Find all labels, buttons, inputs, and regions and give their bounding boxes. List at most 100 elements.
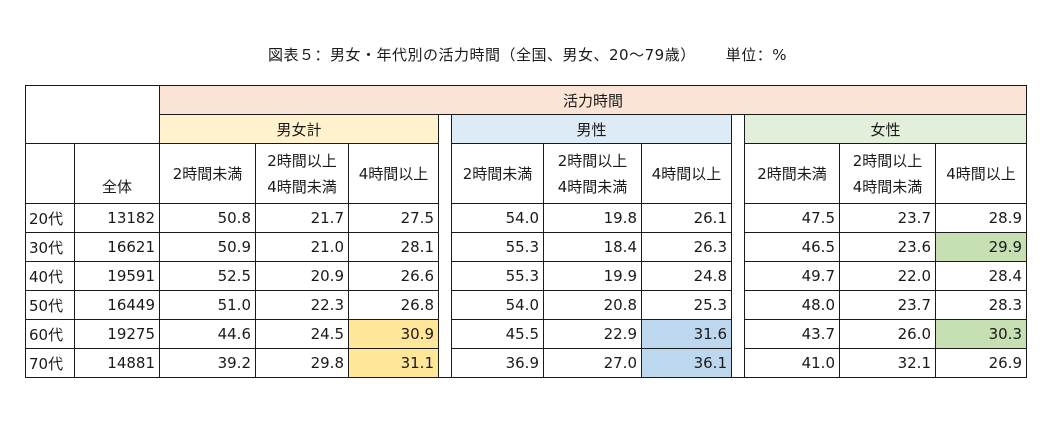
female-2to4-cell: 23.7	[839, 290, 936, 320]
all-2to4-cell: 24.5	[255, 319, 349, 349]
male-under2-cell: 55.3	[451, 261, 544, 291]
male-under2-cell: 45.5	[451, 319, 544, 349]
gap-cell	[731, 319, 745, 349]
male-over4-cell: 26.1	[641, 203, 732, 233]
all-under2-cell: 44.6	[159, 319, 256, 349]
all-under2-cell: 50.8	[159, 203, 256, 233]
all-2to4-cell: 21.0	[255, 232, 349, 262]
all-over4-cell: 26.6	[348, 261, 439, 291]
female-under2-cell: 41.0	[744, 348, 840, 378]
all-under2-cell: 52.5	[159, 261, 256, 291]
unit-label: 単位：%	[725, 46, 787, 64]
gap-cell	[731, 290, 745, 320]
age-cell: 30代	[25, 232, 75, 262]
all-over4-cell: 26.8	[348, 290, 439, 320]
all-2to4-cell: 21.7	[255, 203, 349, 233]
page-title: 図表５：男女・年代別の活力時間（全国、男女、20～79歳） 単位：%	[0, 44, 1055, 65]
gap-cell	[438, 290, 452, 320]
table-row: 60代 19275 44.6 24.5 30.9 45.5 22.9 31.6 …	[25, 319, 1027, 349]
corner-cell	[25, 85, 160, 144]
total-cell: 16449	[74, 290, 160, 320]
male-2to4-cell: 27.0	[543, 348, 642, 378]
col-header-2to4-line2: 4時間未満	[557, 177, 628, 196]
total-cell: 19275	[74, 319, 160, 349]
gap-cell	[438, 261, 452, 291]
all-2to4-cell: 29.8	[255, 348, 349, 378]
col-header-2to4-line2: 4時間未満	[852, 177, 923, 196]
gap-cell	[438, 348, 452, 378]
male-over4-cell-highlighted: 31.6	[641, 319, 732, 349]
all-2to4-cell: 20.9	[255, 261, 349, 291]
female-2to4-cell: 22.0	[839, 261, 936, 291]
col-header-2to4: 2時間以上 4時間未満	[839, 143, 936, 204]
male-over4-cell-highlighted: 36.1	[641, 348, 732, 378]
gap-cell	[731, 203, 745, 233]
col-header-2to4-line1: 2時間以上	[557, 151, 628, 170]
female-under2-cell: 48.0	[744, 290, 840, 320]
age-cell: 70代	[25, 348, 75, 378]
zentai-header: 全体	[74, 143, 160, 204]
table-row: 20代 13182 50.8 21.7 27.5 54.0 19.8 26.1 …	[25, 203, 1027, 233]
all-over4-cell: 28.1	[348, 232, 439, 262]
female-over4-cell: 26.9	[935, 348, 1027, 378]
gap-cell	[438, 114, 452, 144]
female-over4-cell: 28.4	[935, 261, 1027, 291]
male-under2-cell: 54.0	[451, 203, 544, 233]
age-cell: 20代	[25, 203, 75, 233]
gap-cell	[438, 143, 452, 204]
female-over4-cell: 28.9	[935, 203, 1027, 233]
age-cell: 50代	[25, 290, 75, 320]
col-header-over4: 4時間以上	[935, 143, 1027, 204]
header-row-activity: 活力時間	[25, 85, 1027, 144]
male-2to4-cell: 22.9	[543, 319, 642, 349]
male-2to4-cell: 18.4	[543, 232, 642, 262]
col-header-under2: 2時間未満	[744, 143, 840, 204]
gap-cell	[438, 203, 452, 233]
total-cell: 16621	[74, 232, 160, 262]
male-over4-cell: 26.3	[641, 232, 732, 262]
male-2to4-cell: 20.8	[543, 290, 642, 320]
female-2to4-cell: 23.6	[839, 232, 936, 262]
gap-cell	[731, 232, 745, 262]
col-header-2to4: 2時間以上 4時間未満	[255, 143, 349, 204]
table-row: 30代 16621 50.9 21.0 28.1 55.3 18.4 26.3 …	[25, 232, 1027, 262]
female-under2-cell: 47.5	[744, 203, 840, 233]
all-over4-cell-highlighted: 30.9	[348, 319, 439, 349]
female-2to4-cell: 23.7	[839, 203, 936, 233]
gap-cell	[438, 232, 452, 262]
female-2to4-cell: 26.0	[839, 319, 936, 349]
col-header-2to4-line1: 2時間以上	[852, 151, 923, 170]
female-under2-cell: 43.7	[744, 319, 840, 349]
all-over4-cell: 27.5	[348, 203, 439, 233]
activity-header: 活力時間	[159, 85, 1027, 115]
col-header-2to4: 2時間以上 4時間未満	[543, 143, 642, 204]
all-under2-cell: 51.0	[159, 290, 256, 320]
col-header-under2: 2時間未満	[451, 143, 544, 204]
male-under2-cell: 54.0	[451, 290, 544, 320]
all-over4-cell-highlighted: 31.1	[348, 348, 439, 378]
table-row: 40代 19591 52.5 20.9 26.6 55.3 19.9 24.8 …	[25, 261, 1027, 291]
col-header-2to4-line2: 4時間未満	[267, 177, 337, 196]
col-header-over4: 4時間以上	[641, 143, 732, 204]
age-cell: 60代	[25, 319, 75, 349]
table-row: 50代 16449 51.0 22.3 26.8 54.0 20.8 25.3 …	[25, 290, 1027, 320]
group-header-female: 女性	[744, 114, 1027, 144]
total-cell: 19591	[74, 261, 160, 291]
group-header-all: 男女計	[159, 114, 439, 144]
table-row: 70代 14881 39.2 29.8 31.1 36.9 27.0 36.1 …	[25, 348, 1027, 378]
group-header-male: 男性	[451, 114, 732, 144]
age-cell: 40代	[25, 261, 75, 291]
male-2to4-cell: 19.8	[543, 203, 642, 233]
female-under2-cell: 49.7	[744, 261, 840, 291]
male-over4-cell: 24.8	[641, 261, 732, 291]
gap-cell	[438, 319, 452, 349]
female-over4-cell: 28.3	[935, 290, 1027, 320]
table-container: 活力時間 男女計 男性 女性 全体 2時間未満 2時間以上 4時間未満 4時間以上…	[25, 85, 1027, 378]
male-over4-cell: 25.3	[641, 290, 732, 320]
male-under2-cell: 55.3	[451, 232, 544, 262]
col-header-2to4-line1: 2時間以上	[267, 151, 337, 170]
title-text: 図表５：男女・年代別の活力時間（全国、男女、20～79歳）	[268, 46, 696, 64]
all-2to4-cell: 22.3	[255, 290, 349, 320]
female-over4-cell-highlighted: 30.3	[935, 319, 1027, 349]
male-under2-cell: 36.9	[451, 348, 544, 378]
